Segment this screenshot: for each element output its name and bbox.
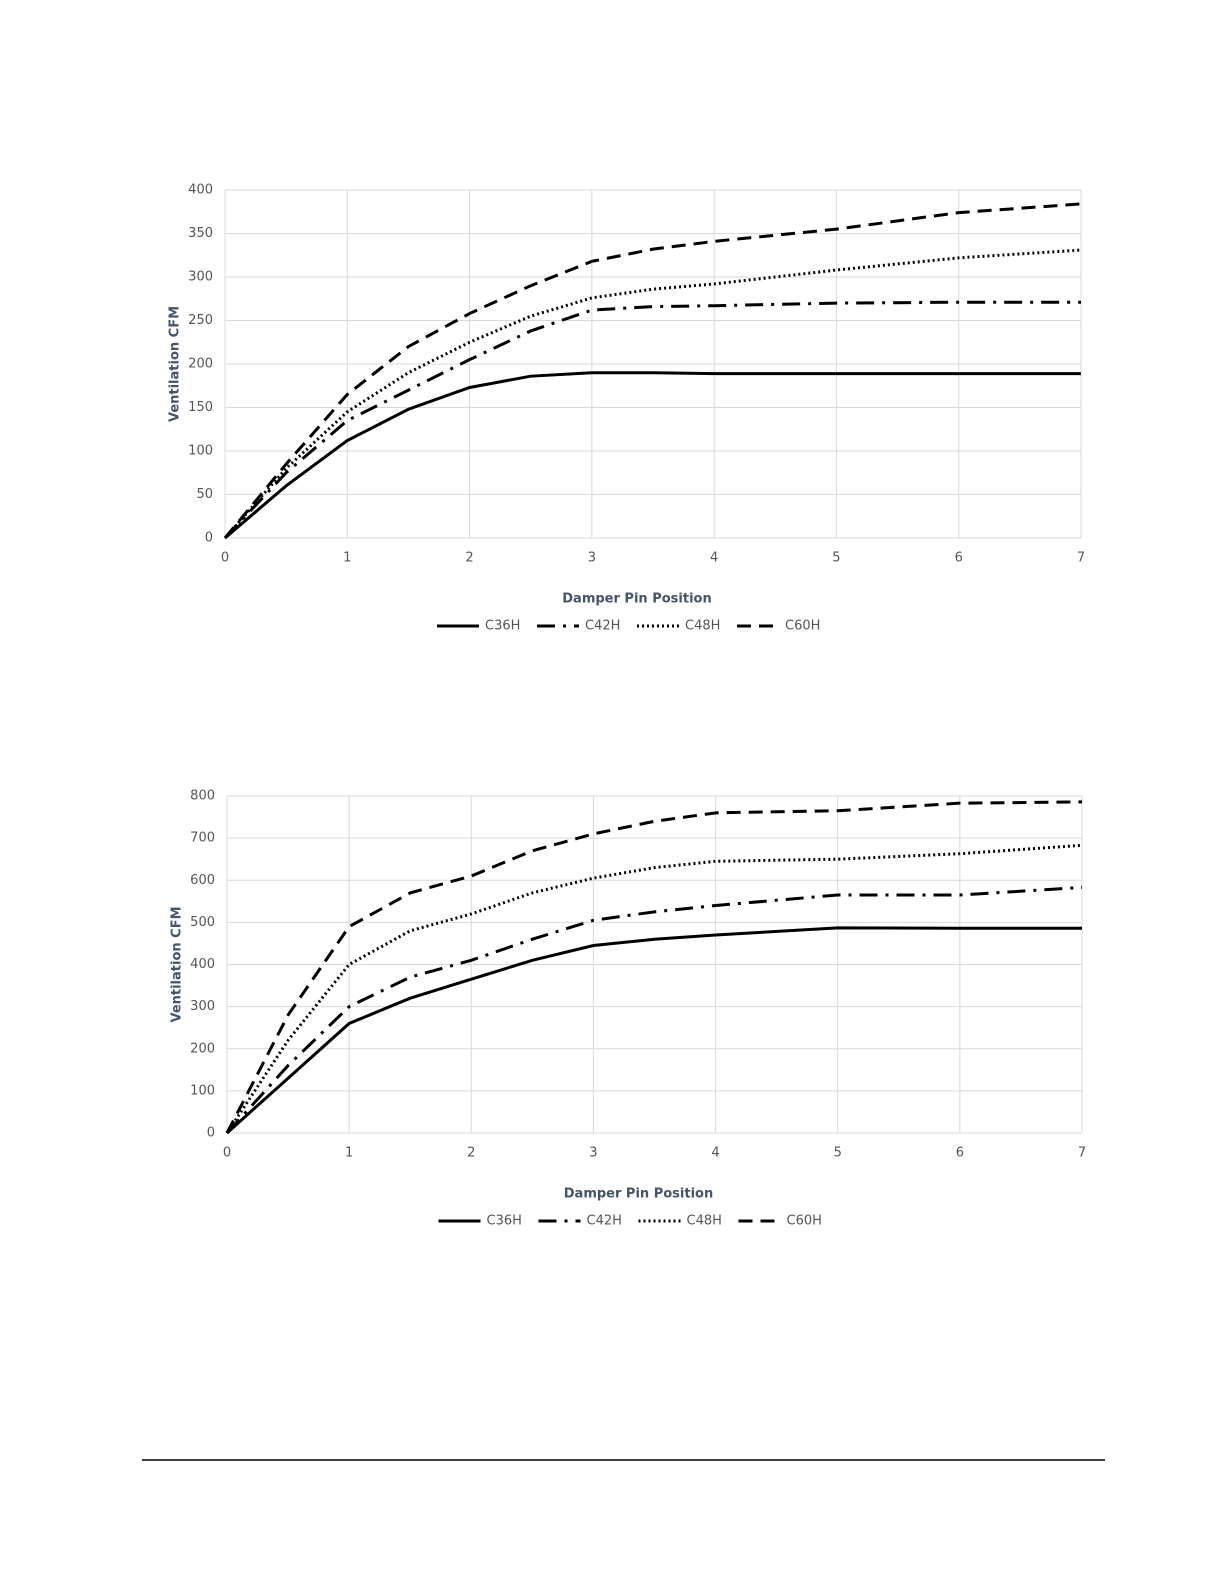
x-tick-label: 7 <box>1077 551 1085 566</box>
y-tick-label: 100 <box>190 1083 215 1098</box>
y-tick-label: 700 <box>190 831 215 846</box>
x-tick-label: 3 <box>589 1146 597 1161</box>
legend-label: C60H <box>785 619 820 634</box>
series-line <box>224 371 1081 540</box>
x-tick-label: 0 <box>223 1146 231 1161</box>
x-axis-label: Damper Pin Position <box>564 1187 713 1202</box>
x-tick-label: 1 <box>343 551 351 566</box>
series-line <box>223 202 1082 539</box>
x-tick-label: 2 <box>465 551 473 566</box>
x-tick-label: 2 <box>467 1146 475 1161</box>
x-tick-label: 1 <box>345 1146 353 1161</box>
series-line <box>225 885 1083 1135</box>
y-tick-label: 600 <box>190 873 215 888</box>
legend-label: C48H <box>687 1214 722 1229</box>
y-tick-label: 200 <box>188 357 213 372</box>
y-axis-label: Ventilation CFM <box>168 306 183 422</box>
x-tick-label: 4 <box>711 1146 719 1161</box>
series-line <box>225 800 1083 1134</box>
legend-label: C48H <box>685 619 720 634</box>
y-tick-label: 100 <box>188 444 213 459</box>
x-axis-label: Damper Pin Position <box>562 592 711 607</box>
y-tick-label: 50 <box>196 487 213 502</box>
legend-label: C36H <box>487 1214 522 1229</box>
legend-label: C42H <box>585 619 620 634</box>
y-tick-label: 500 <box>190 915 215 930</box>
series-line <box>225 843 1083 1134</box>
x-tick-label: 4 <box>710 551 718 566</box>
y-tick-label: 150 <box>188 400 213 415</box>
x-tick-label: 5 <box>832 551 840 566</box>
y-tick-label: 250 <box>188 313 213 328</box>
legend-label: C36H <box>485 619 520 634</box>
y-tick-label: 200 <box>190 1041 215 1056</box>
y-tick-label: 350 <box>188 226 213 241</box>
x-tick-label: 6 <box>956 1146 964 1161</box>
legend-label: C42H <box>587 1214 622 1229</box>
y-tick-label: 300 <box>190 999 215 1014</box>
series-line <box>223 248 1082 539</box>
y-tick-label: 0 <box>207 1126 215 1141</box>
y-tick-label: 400 <box>188 183 213 198</box>
x-tick-label: 0 <box>221 551 229 566</box>
y-tick-label: 400 <box>190 957 215 972</box>
y-tick-label: 300 <box>188 270 213 285</box>
x-tick-label: 6 <box>955 551 963 566</box>
y-tick-label: 0 <box>205 531 213 546</box>
series-line <box>223 300 1081 540</box>
x-tick-label: 7 <box>1078 1146 1086 1161</box>
x-tick-label: 3 <box>588 551 596 566</box>
legend-label: C60H <box>787 1214 822 1229</box>
y-axis-label: Ventilation CFM <box>170 906 185 1022</box>
series-line <box>225 926 1082 1135</box>
y-tick-label: 800 <box>190 789 215 804</box>
x-tick-label: 5 <box>834 1146 842 1161</box>
